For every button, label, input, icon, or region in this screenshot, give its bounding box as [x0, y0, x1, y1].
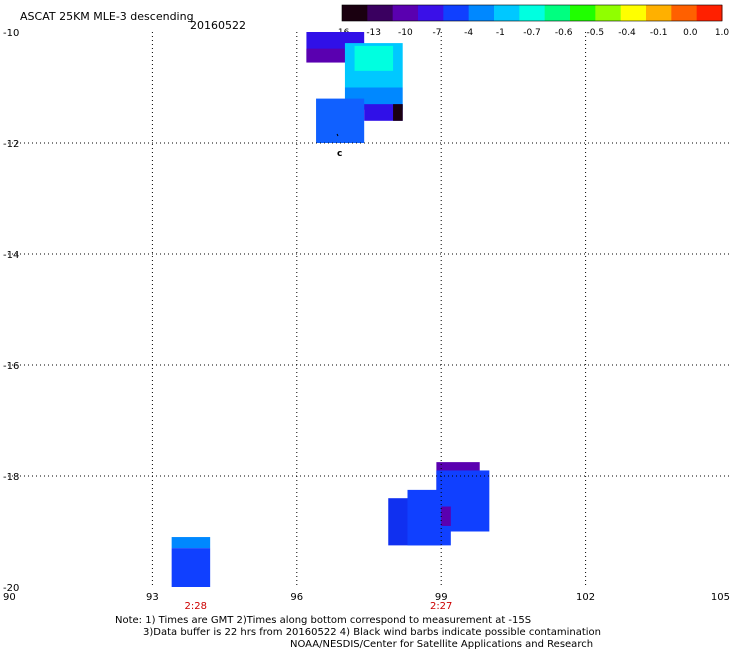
colorbar-tick-label: 0.0: [683, 28, 698, 38]
longitude-label: 90: [3, 592, 16, 603]
colorbar-swatch: [595, 5, 622, 21]
wind-cell: [316, 98, 365, 143]
colorbar-tick-label: -1: [496, 28, 505, 38]
longitude-label: 105: [711, 592, 730, 603]
time-label: 2:27: [430, 601, 452, 612]
colorbar-tick-label: -0.1: [650, 28, 668, 38]
colorbar-swatch: [367, 5, 394, 21]
longitude-label: 102: [576, 592, 595, 603]
colorbar-swatch: [443, 5, 470, 21]
colorbar-tick-labels: -16-13-10-7-4-1-0.7-0.6-0.5-0.4-0.10.01.…: [335, 28, 730, 38]
colorbar-swatch: [671, 5, 698, 21]
wind-barb-marker: c: [337, 149, 342, 159]
wind-cell: [171, 537, 211, 549]
colorbar-tick-label: -0.6: [555, 28, 573, 38]
colorbar-swatch: [570, 5, 596, 21]
wind-cell: [306, 48, 345, 63]
longitude-labels: 90 93 96 99 102 105: [3, 592, 730, 603]
wind-cells: [171, 32, 490, 587]
colorbar-swatch: [494, 5, 520, 21]
colorbar-tick-label: -0.5: [587, 28, 605, 38]
colorbar-tick-label: -10: [398, 28, 413, 38]
longitude-label: 96: [290, 592, 303, 603]
colorbar-swatch: [544, 5, 571, 21]
lat-lon-grid: [8, 32, 730, 587]
footer-note-3: NOAA/NESDIS/Center for Satellite Applica…: [290, 639, 594, 650]
colorbar-tick-label: -0.4: [618, 28, 636, 38]
colorbar-swatch: [468, 5, 495, 21]
latitude-label: -20: [3, 583, 19, 594]
small-barb: [336, 133, 339, 137]
colorbar-swatch: [342, 5, 368, 21]
map-title: ASCAT 25KM MLE-3 descending: [20, 10, 194, 23]
colorbar-swatch: [696, 5, 723, 21]
colorbar-tick-label: -7: [433, 28, 442, 38]
colorbar-frame: [341, 4, 723, 22]
colorbar-tick-label: -4: [464, 28, 473, 38]
colorbar-tick-label: -13: [366, 28, 381, 38]
colorbar: [341, 4, 723, 22]
colorbar-swatch: [646, 5, 672, 21]
colorbar-swatch: [519, 5, 546, 21]
colorbar-tick-label: 1.0: [715, 28, 730, 38]
latitude-label: -10: [3, 28, 19, 39]
map-date: 20160522: [190, 19, 246, 32]
latitude-label: -18: [3, 472, 19, 483]
latitude-labels: -10 -12 -14 -16 -18 -20: [3, 28, 19, 594]
latitude-label: -16: [3, 361, 19, 372]
wind-cell: [441, 506, 451, 526]
colorbar-swatch: [418, 5, 444, 21]
longitude-label: 99: [435, 592, 448, 603]
colorbar-tick-label: -0.7: [523, 28, 541, 38]
latitude-label: -14: [3, 250, 19, 261]
time-label: 2:28: [184, 601, 206, 612]
colorbar-swatch: [620, 5, 647, 21]
latitude-label: -12: [3, 139, 19, 150]
time-labels: 2:28 2:27: [184, 601, 452, 612]
colorbar-swatch: [392, 5, 419, 21]
footer-note-1: Note: 1) Times are GMT 2)Times along bot…: [115, 615, 532, 626]
wind-cell: [393, 104, 403, 121]
wind-cell: [354, 45, 394, 71]
footer-note-2: 3)Data buffer is 22 hrs from 20160522 4)…: [143, 627, 601, 638]
wind-cell: [171, 548, 211, 587]
longitude-label: 93: [146, 592, 159, 603]
